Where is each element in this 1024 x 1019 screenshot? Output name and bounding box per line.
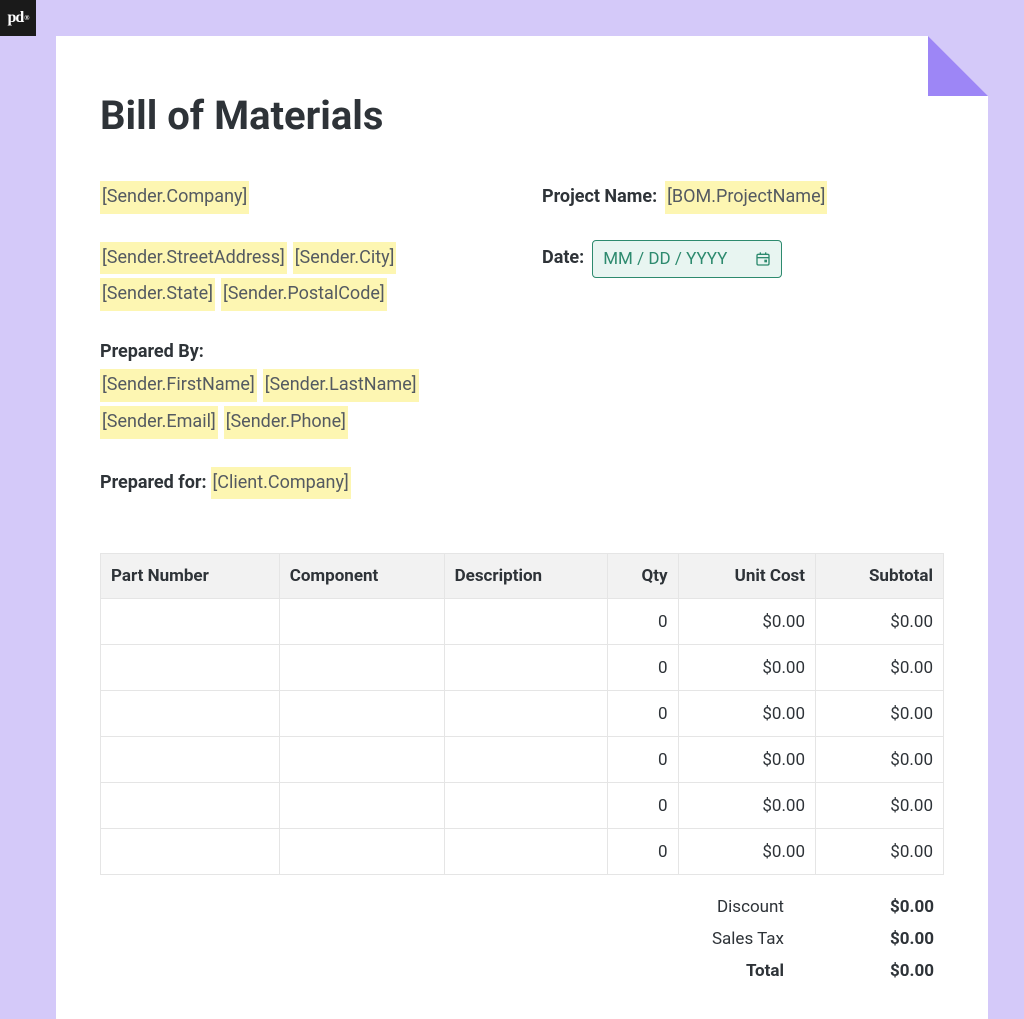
- tax-value: $0.00: [824, 929, 934, 949]
- project-name-block: Project Name: [BOM.ProjectName]: [542, 179, 944, 216]
- cell-description[interactable]: [444, 645, 607, 691]
- project-name-label: Project Name:: [542, 186, 657, 207]
- cell-component[interactable]: [279, 599, 444, 645]
- page-title: Bill of Materials: [100, 92, 944, 139]
- col-unit-cost: Unit Cost: [678, 554, 816, 599]
- cell-qty[interactable]: 0: [607, 737, 678, 783]
- total-row: Total $0.00: [100, 955, 944, 987]
- table-row: 0$0.00$0.00: [101, 645, 944, 691]
- sender-company-block: [Sender.Company]: [100, 179, 502, 216]
- table-row: 0$0.00$0.00: [101, 783, 944, 829]
- cell-component[interactable]: [279, 829, 444, 875]
- cell-subtotal[interactable]: $0.00: [816, 691, 944, 737]
- registered-mark: ®: [24, 14, 28, 22]
- cell-subtotal[interactable]: $0.00: [816, 783, 944, 829]
- project-name-token[interactable]: [BOM.ProjectName]: [665, 181, 827, 214]
- cell-unit-cost[interactable]: $0.00: [678, 599, 816, 645]
- cell-subtotal[interactable]: $0.00: [816, 599, 944, 645]
- sender-company-token[interactable]: [Sender.Company]: [100, 181, 249, 214]
- cell-part[interactable]: [101, 783, 280, 829]
- total-label: Total: [684, 961, 824, 981]
- col-part-number: Part Number: [101, 554, 280, 599]
- col-qty: Qty: [607, 554, 678, 599]
- brand-logo-text: pd: [7, 9, 23, 27]
- cell-unit-cost[interactable]: $0.00: [678, 645, 816, 691]
- sender-city-token[interactable]: [Sender.City]: [293, 242, 397, 275]
- table-body: 0$0.00$0.000$0.00$0.000$0.00$0.000$0.00$…: [101, 599, 944, 875]
- cell-qty[interactable]: 0: [607, 599, 678, 645]
- document-page: Bill of Materials [Sender.Company] [Send…: [56, 36, 988, 1019]
- cell-unit-cost[interactable]: $0.00: [678, 783, 816, 829]
- cell-component[interactable]: [279, 783, 444, 829]
- cell-part[interactable]: [101, 645, 280, 691]
- tax-row: Sales Tax $0.00: [100, 923, 944, 955]
- total-value: $0.00: [824, 961, 934, 981]
- table-row: 0$0.00$0.00: [101, 737, 944, 783]
- date-block: Date: MM / DD / YYYY: [542, 240, 944, 279]
- cell-unit-cost[interactable]: $0.00: [678, 737, 816, 783]
- cell-unit-cost[interactable]: $0.00: [678, 691, 816, 737]
- meta-right-column: Project Name: [BOM.ProjectName] Date: MM…: [542, 179, 944, 525]
- cell-component[interactable]: [279, 691, 444, 737]
- meta-section: [Sender.Company] [Sender.StreetAddress] …: [100, 179, 944, 525]
- sender-postal-token[interactable]: [Sender.PostalCode]: [221, 278, 387, 311]
- cell-qty[interactable]: 0: [607, 829, 678, 875]
- col-subtotal: Subtotal: [816, 554, 944, 599]
- sender-firstname-token[interactable]: [Sender.FirstName]: [100, 369, 257, 402]
- discount-value: $0.00: [824, 897, 934, 917]
- discount-row: Discount $0.00: [100, 891, 944, 923]
- sender-lastname-token[interactable]: [Sender.LastName]: [263, 369, 419, 402]
- cell-qty[interactable]: 0: [607, 691, 678, 737]
- cell-subtotal[interactable]: $0.00: [816, 645, 944, 691]
- cell-description[interactable]: [444, 737, 607, 783]
- meta-left-column: [Sender.Company] [Sender.StreetAddress] …: [100, 179, 502, 525]
- table-row: 0$0.00$0.00: [101, 829, 944, 875]
- prepared-by-label: Prepared By:: [100, 341, 204, 362]
- brand-logo: pd®: [0, 0, 36, 36]
- page-fold-corner: [928, 36, 988, 96]
- table-header-row: Part Number Component Description Qty Un…: [101, 554, 944, 599]
- prepared-for-label: Prepared for:: [100, 472, 207, 493]
- client-company-token[interactable]: [Client.Company]: [211, 467, 351, 500]
- cell-part[interactable]: [101, 599, 280, 645]
- table-row: 0$0.00$0.00: [101, 691, 944, 737]
- cell-description[interactable]: [444, 599, 607, 645]
- prepared-by-block: Prepared By: [Sender.FirstName] [Sender.…: [100, 337, 502, 441]
- cell-component[interactable]: [279, 737, 444, 783]
- cell-component[interactable]: [279, 645, 444, 691]
- col-description: Description: [444, 554, 607, 599]
- cell-part[interactable]: [101, 737, 280, 783]
- cell-part[interactable]: [101, 691, 280, 737]
- sender-address-block: [Sender.StreetAddress] [Sender.City] [Se…: [100, 240, 502, 313]
- cell-subtotal[interactable]: $0.00: [816, 829, 944, 875]
- sender-street-token[interactable]: [Sender.StreetAddress]: [100, 242, 287, 275]
- date-input[interactable]: MM / DD / YYYY: [592, 240, 782, 279]
- calendar-icon: [755, 251, 771, 267]
- sender-phone-token[interactable]: [Sender.Phone]: [224, 406, 348, 439]
- cell-subtotal[interactable]: $0.00: [816, 737, 944, 783]
- cell-description[interactable]: [444, 783, 607, 829]
- prepared-for-block: Prepared for: [Client.Company]: [100, 465, 502, 502]
- discount-label: Discount: [684, 897, 824, 917]
- cell-description[interactable]: [444, 829, 607, 875]
- sender-state-token[interactable]: [Sender.State]: [100, 278, 215, 311]
- cell-description[interactable]: [444, 691, 607, 737]
- bom-table: Part Number Component Description Qty Un…: [100, 553, 944, 875]
- col-component: Component: [279, 554, 444, 599]
- table-row: 0$0.00$0.00: [101, 599, 944, 645]
- cell-qty[interactable]: 0: [607, 645, 678, 691]
- date-label: Date:: [542, 247, 584, 268]
- cell-unit-cost[interactable]: $0.00: [678, 829, 816, 875]
- tax-label: Sales Tax: [684, 929, 824, 949]
- totals-section: Discount $0.00 Sales Tax $0.00 Total $0.…: [100, 891, 944, 987]
- date-placeholder: MM / DD / YYYY: [603, 245, 727, 274]
- cell-part[interactable]: [101, 829, 280, 875]
- cell-qty[interactable]: 0: [607, 783, 678, 829]
- sender-email-token[interactable]: [Sender.Email]: [100, 406, 218, 439]
